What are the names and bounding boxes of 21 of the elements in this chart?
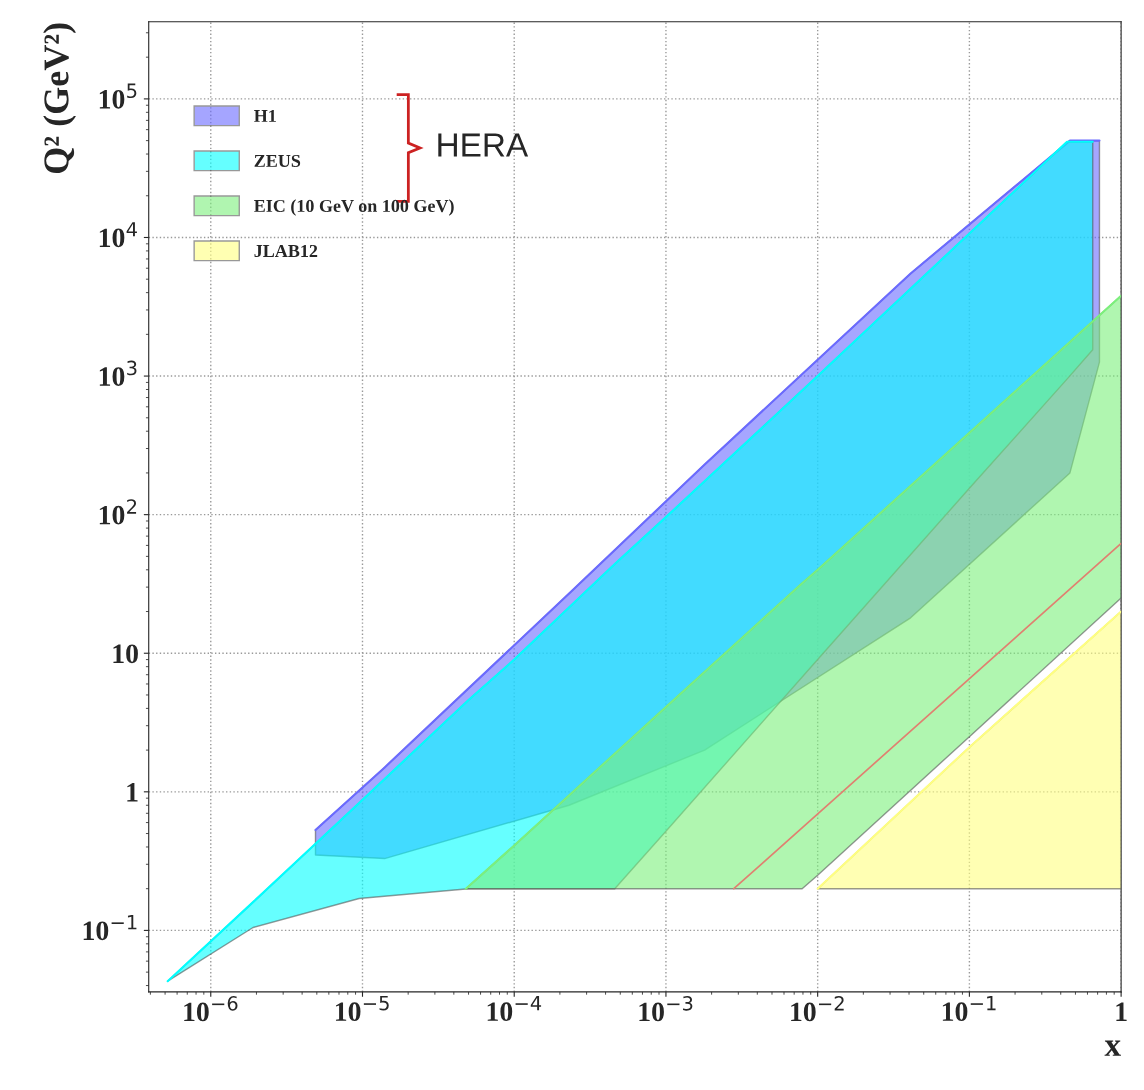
y-axis-title: Q² (GeV²) [43, 23, 76, 174]
annotation: HERA [438, 133, 529, 157]
legend-label: H1 [254, 109, 276, 122]
y-tick-label: 10$^{−1}$ [83, 915, 137, 941]
x-tick-label: 10$^{−4}$ [487, 995, 542, 1022]
y-tick-label: 10$^{2}$ [99, 499, 137, 525]
y-tick-label: 10$^{3}$ [99, 360, 137, 386]
y-tick-label: 10$^{4}$ [99, 222, 137, 248]
y-tick-label: 10 [113, 644, 138, 664]
legend-label: JLAB12 [254, 244, 318, 258]
y-tick-label: 10$^{5}$ [99, 83, 137, 109]
y-tick-label: 1 [127, 783, 138, 802]
x-tick-label: 10$^{−5}$ [335, 995, 389, 1022]
x-tick-label: 10$^{−6}$ [184, 995, 238, 1022]
x-tick-label: 1 [1116, 1002, 1127, 1021]
x-tick-label: 10$^{−1}$ [942, 995, 996, 1022]
x-tick-label: 10$^{−3}$ [639, 995, 693, 1022]
legend-label: EIC (10 GeV on 100 GeV) [254, 199, 454, 216]
x-tick-label: 10$^{−2}$ [791, 995, 844, 1022]
x-axis-title: x [1104, 1040, 1121, 1056]
legend-label: ZEUS [254, 154, 301, 168]
